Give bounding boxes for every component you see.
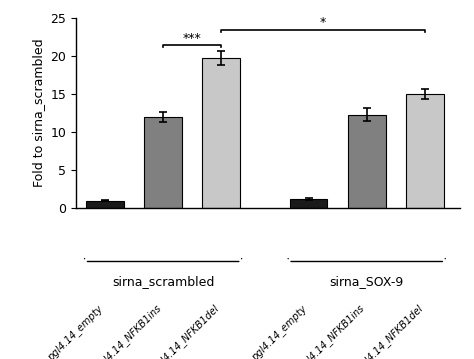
Text: ***: *** [183,32,201,45]
Text: *: * [320,17,326,29]
Bar [348,115,386,208]
Text: pgl4.14_NFKB1ins: pgl4.14_NFKB1ins [297,303,367,359]
Bar [290,199,328,208]
Text: sirna_scrambled: sirna_scrambled [112,275,214,288]
Text: sirna_SOX-9: sirna_SOX-9 [329,275,404,288]
Text: pgl4.14_empty: pgl4.14_empty [46,303,105,359]
Y-axis label: Fold to sirna_scrambled: Fold to sirna_scrambled [32,39,45,187]
Text: pgl4.14_NFKB1ins: pgl4.14_NFKB1ins [93,303,163,359]
Bar [202,58,240,208]
Bar [86,201,124,208]
Text: pgl4.14_NFKB1del: pgl4.14_NFKB1del [354,303,425,359]
Text: pgl4.14_empty: pgl4.14_empty [249,303,309,359]
Bar [144,117,182,208]
Bar [406,94,444,208]
Text: pgl4.14_NFKB1del: pgl4.14_NFKB1del [150,303,221,359]
